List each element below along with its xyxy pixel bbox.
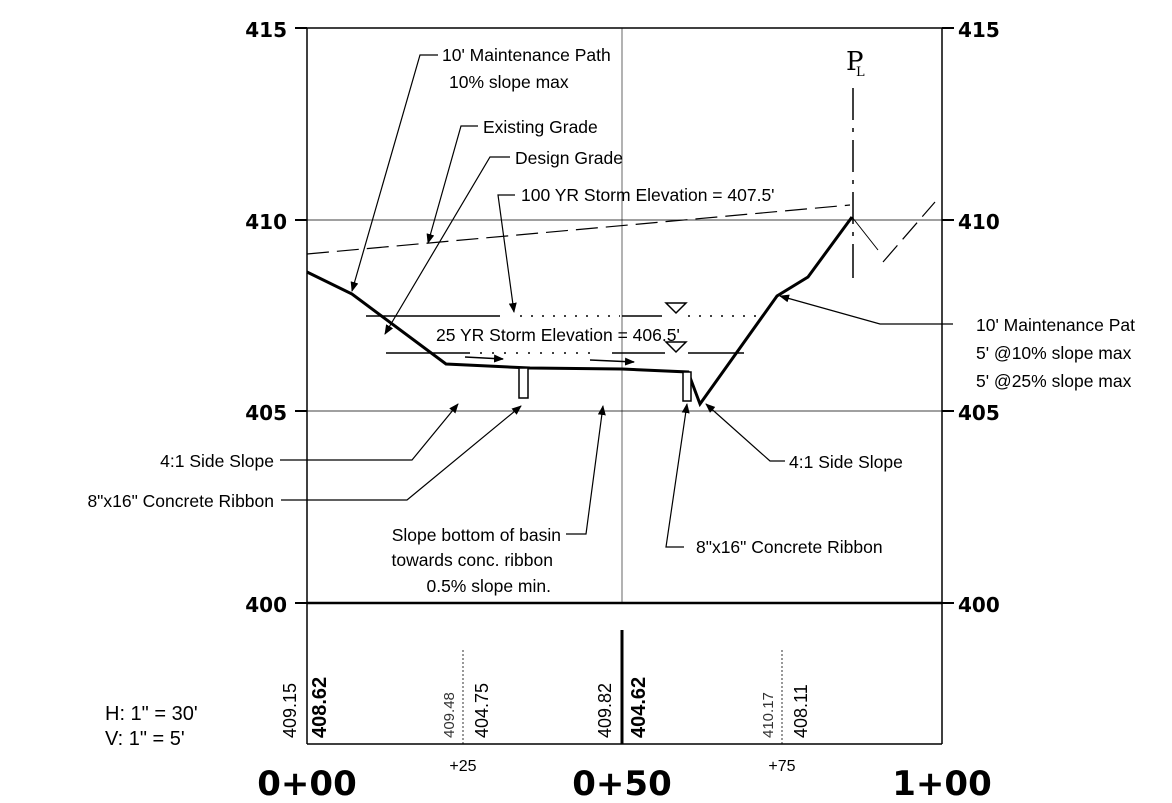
station-label-100: 1+00	[892, 764, 991, 803]
leader-lines	[280, 54, 953, 548]
centerline-sub: L	[856, 65, 865, 80]
station-ticks	[462, 630, 783, 744]
maint-path-right-line1: 10' Maintenance Pat	[976, 315, 1135, 335]
design-grade-line	[306, 216, 854, 408]
storm-100-label: 100 YR Storm Elevation = 407.5'	[521, 185, 775, 205]
existing-grade-line	[306, 201, 936, 263]
storm-25-label: 25 YR Storm Elevation = 406.5'	[436, 325, 680, 345]
station-values: 409.15 408.62 409.48 404.75 409.82 404.6…	[280, 677, 811, 738]
ribbon-right-label: 8"x16" Concrete Ribbon	[696, 537, 883, 557]
basin-note-line1: Slope bottom of basin	[392, 525, 561, 545]
concrete-ribbon-left	[518, 367, 529, 399]
maint-path-left-line1: 10' Maintenance Path	[442, 45, 611, 65]
existing-value-75: 410.17	[760, 692, 777, 738]
elev-label-400-left: 400	[245, 593, 287, 617]
elev-label-405-left: 405	[245, 401, 287, 425]
station-label-25: +25	[449, 758, 476, 775]
existing-value-0: 409.15	[280, 683, 300, 738]
storm-25-marker	[664, 341, 688, 354]
plot-frame	[306, 27, 943, 745]
basin-note-line3: 0.5% slope min.	[426, 576, 551, 596]
basin-note-line2: towards conc. ribbon	[392, 550, 553, 570]
maint-path-left-line2: 10% slope max	[449, 72, 569, 92]
side-slope-right-label: 4:1 Side Slope	[789, 452, 903, 472]
station-label-0: 0+00	[257, 764, 356, 803]
existing-value-50: 409.82	[595, 683, 615, 738]
scale-legend: H: 1" = 30' V: 1" = 5'	[105, 703, 198, 750]
existing-value-25: 409.48	[441, 692, 458, 738]
concrete-ribbon-right	[682, 371, 692, 402]
side-slope-left-label: 4:1 Side Slope	[160, 451, 274, 471]
scale-horizontal: H: 1" = 30'	[105, 703, 198, 725]
design-value-25: 404.75	[472, 683, 492, 738]
ribbon-left-label: 8"x16" Concrete Ribbon	[87, 491, 274, 511]
elevation-labels: 415 410 405 400 415 410 405 400	[245, 18, 1000, 617]
elev-label-410-left: 410	[245, 210, 287, 234]
maint-path-right-line2: 5' @10% slope max	[976, 343, 1132, 363]
design-value-0: 408.62	[309, 677, 331, 738]
annotation-texts: 10' Maintenance Path 10% slope max Exist…	[87, 45, 1135, 596]
centerline-symbol: P	[846, 47, 864, 77]
existing-grade-label: Existing Grade	[483, 117, 598, 137]
elev-label-410-right: 410	[958, 210, 1000, 234]
elev-label-415-right: 415	[958, 18, 1000, 42]
storm-100-marker	[664, 302, 688, 315]
design-grade-label: Design Grade	[515, 148, 623, 168]
elev-label-405-right: 405	[958, 401, 1000, 425]
elev-label-415-left: 415	[245, 18, 287, 42]
scale-vertical: V: 1" = 5'	[105, 728, 185, 750]
elevation-ticks	[295, 27, 954, 604]
station-label-75: +75	[768, 758, 795, 775]
centerline-detail	[851, 216, 879, 251]
design-value-75: 408.11	[791, 684, 811, 738]
flow-arrows	[464, 354, 635, 366]
elev-label-400-right: 400	[958, 593, 1000, 617]
station-label-50: 0+50	[572, 764, 671, 803]
maint-path-right-line3: 5' @25% slope max	[976, 371, 1132, 391]
design-value-50: 404.62	[628, 677, 650, 738]
station-labels: 0+00 0+50 1+00 +25 +75	[257, 758, 991, 803]
